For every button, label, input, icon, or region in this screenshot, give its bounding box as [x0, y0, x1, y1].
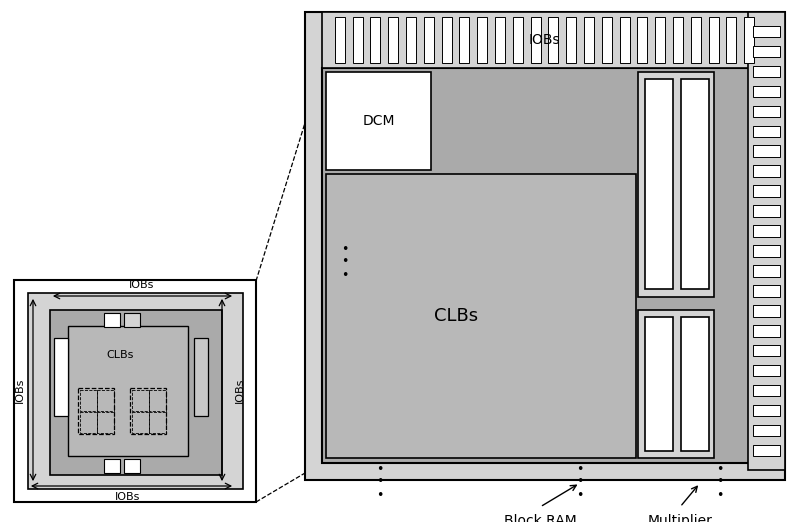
Text: •
•
•: • • • [716, 462, 724, 502]
Bar [442, 17, 452, 63]
Bar [104, 459, 120, 473]
Bar [753, 45, 780, 57]
Bar [753, 226, 780, 236]
Text: •
•
•: • • • [576, 462, 584, 502]
Bar [753, 405, 780, 417]
Bar [645, 79, 673, 289]
Text: Multiplier: Multiplier [647, 514, 712, 522]
Bar [753, 205, 780, 217]
Bar [78, 388, 114, 434]
Bar [423, 17, 434, 63]
Bar [753, 385, 780, 396]
Bar [744, 17, 754, 63]
Bar [149, 390, 166, 411]
Bar [530, 17, 541, 63]
Bar [406, 17, 416, 63]
Bar [753, 66, 780, 77]
Bar [726, 17, 737, 63]
Bar [753, 445, 780, 456]
Bar [326, 72, 431, 170]
Bar [638, 17, 647, 63]
Bar [753, 265, 780, 277]
Bar [681, 79, 709, 289]
Bar [753, 365, 780, 376]
Bar [708, 17, 719, 63]
Bar [68, 326, 188, 456]
Bar [50, 310, 222, 475]
Bar [513, 17, 522, 63]
Bar [80, 412, 97, 433]
Bar [602, 17, 612, 63]
Bar [14, 280, 256, 502]
Bar [753, 305, 780, 316]
Text: IOBs: IOBs [529, 33, 560, 47]
Bar [124, 313, 140, 327]
Bar [753, 125, 780, 137]
Bar [753, 345, 780, 357]
Bar [691, 17, 701, 63]
Bar [132, 412, 149, 433]
Bar [753, 165, 780, 177]
Bar [645, 317, 673, 451]
Text: IOBs: IOBs [15, 377, 25, 402]
Bar [620, 17, 630, 63]
Bar [548, 17, 559, 63]
Bar [566, 17, 576, 63]
Bar [477, 17, 487, 63]
Bar [335, 17, 345, 63]
Bar [638, 72, 714, 297]
Text: •
•
•: • • • [341, 243, 349, 281]
Bar [753, 26, 780, 37]
Text: IOBs: IOBs [115, 492, 141, 502]
Text: DCM: DCM [362, 114, 394, 128]
Text: IOBs: IOBs [235, 377, 245, 402]
Bar [194, 338, 208, 416]
Bar [326, 174, 636, 458]
Bar [753, 425, 780, 436]
Bar [753, 285, 780, 296]
Bar [80, 390, 97, 411]
Bar [753, 146, 780, 157]
Bar [753, 86, 780, 97]
Bar [149, 412, 166, 433]
Bar [104, 313, 120, 327]
Bar [353, 17, 362, 63]
Bar [370, 17, 381, 63]
Text: CLBs: CLBs [434, 307, 478, 325]
Bar [748, 12, 785, 470]
Bar [97, 412, 114, 433]
Bar [97, 390, 114, 411]
Bar [753, 105, 780, 117]
Bar [638, 310, 714, 458]
Text: IOBs: IOBs [130, 280, 155, 290]
Bar [124, 459, 140, 473]
Text: CLBs: CLBs [106, 350, 134, 360]
Text: Block RAM: Block RAM [504, 514, 576, 522]
Bar [681, 317, 709, 451]
Bar [753, 185, 780, 197]
Bar [28, 293, 243, 489]
Bar [130, 388, 166, 434]
Bar [495, 17, 505, 63]
Bar [655, 17, 665, 63]
Bar [132, 390, 149, 411]
Bar [584, 17, 594, 63]
Bar [322, 12, 767, 68]
Bar [460, 17, 469, 63]
Bar [305, 12, 785, 480]
Bar [753, 325, 780, 337]
Bar [388, 17, 398, 63]
Text: •
•
•: • • • [376, 462, 384, 502]
Bar [322, 68, 767, 463]
Bar [753, 245, 780, 257]
Bar [673, 17, 683, 63]
Bar [54, 338, 68, 416]
